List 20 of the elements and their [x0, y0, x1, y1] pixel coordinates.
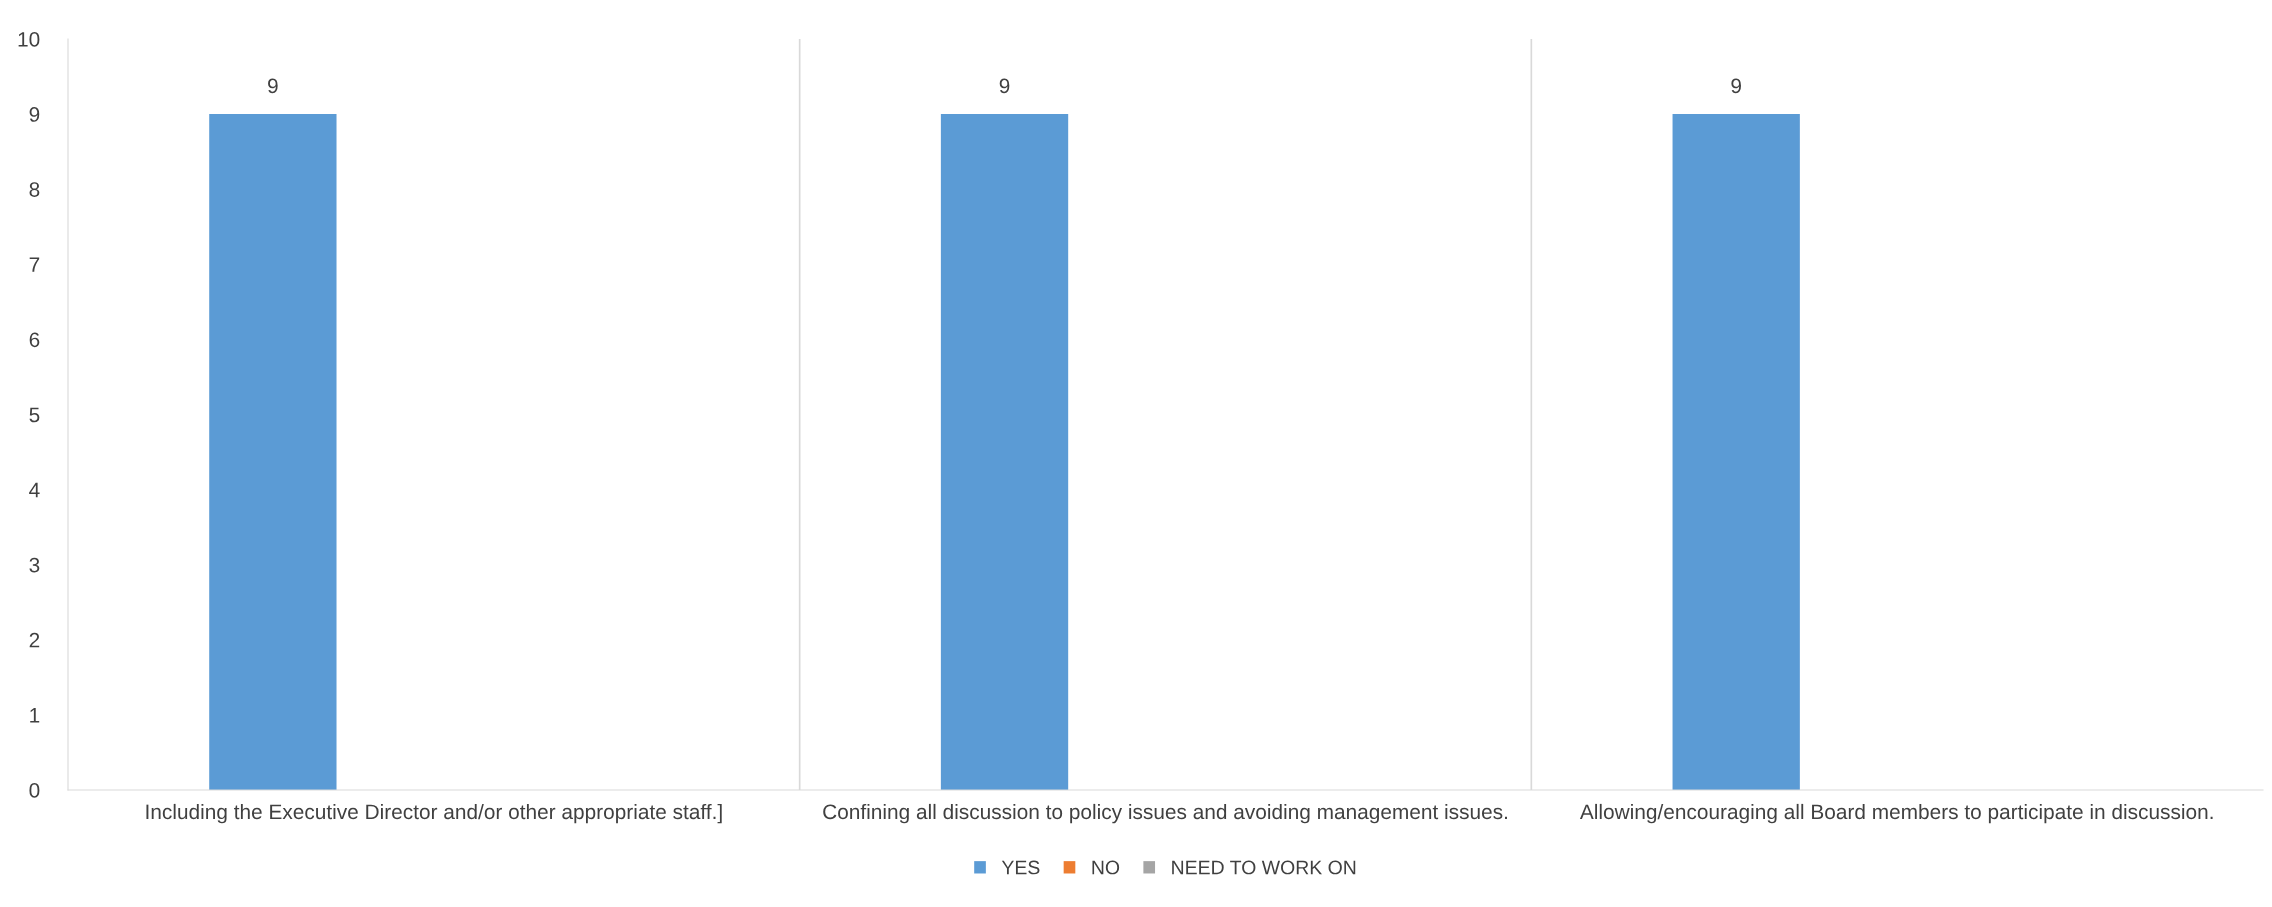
data-label: 9	[1731, 78, 1742, 94]
y-tick-label: 4	[29, 482, 40, 498]
legend-label: YES	[1001, 860, 1040, 875]
legend-label: NEED TO WORK ON	[1172, 860, 1356, 875]
y-tick-label: 9	[29, 107, 40, 122]
y-tick-label: 3	[29, 557, 40, 573]
x-tick-label: Including the Executive Director and/or other appropriate staff.]	[146, 803, 722, 824]
legend-label: NO	[1092, 860, 1120, 875]
x-tick-label: Confining all discussion to policy issues and avoiding management issues.	[823, 803, 1507, 824]
data-label: 9	[268, 78, 278, 94]
data-label: 9	[999, 78, 1010, 94]
y-tick-label: 1	[30, 708, 40, 723]
x-tick-label: Allowing/encouraging all Board members to participate in discussion.	[1579, 803, 2213, 824]
y-tick-label: 5	[29, 407, 40, 423]
y-tick-label: 8	[29, 182, 40, 197]
y-tick-label: 7	[29, 257, 40, 272]
y-tick-label: 6	[29, 332, 40, 348]
y-tick-label: 10	[18, 32, 40, 47]
y-tick-label: 2	[29, 632, 40, 648]
y-tick-label: 0	[29, 783, 40, 798]
